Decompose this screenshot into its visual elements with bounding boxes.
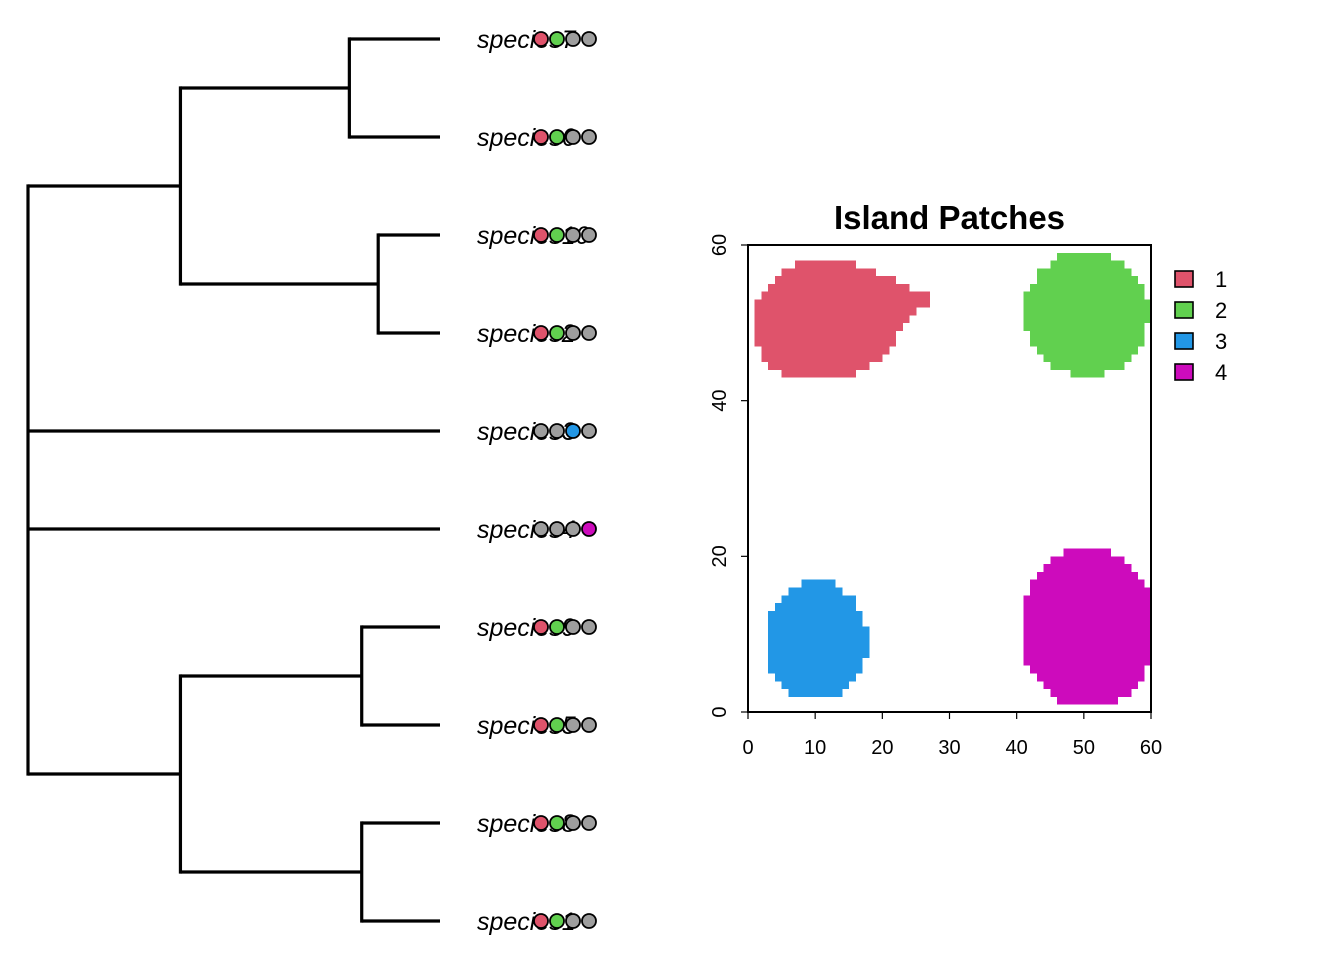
x-tick-label: 10 [804,737,826,759]
tip-species8: species8 [477,810,597,838]
presence-dot-4 [581,913,597,929]
x-tick-label: 20 [871,737,893,759]
legend-swatch [1174,301,1194,319]
presence-dot-3 [565,815,581,831]
presence-dot-4 [581,815,597,831]
presence-dot-1 [533,521,549,537]
tip-labels: species7 species6 species10 species2 species… [477,26,597,936]
presence-dot-4 [581,227,597,243]
y-tick-label: 0 [709,706,731,717]
island-patches-map: Island Patches 0 10 20 30 40 50 60 0 20 40 60 1 2 3 4 [709,199,1227,759]
x-tick-label: 40 [1006,737,1028,759]
legend-entry-4: 4 [1174,360,1227,385]
presence-dot-2 [549,913,565,929]
presence-dot-1 [533,717,549,733]
x-tick-label: 0 [742,737,753,759]
presence-dot-3 [565,325,581,341]
presence-dot-4 [581,31,597,47]
patch-3 [768,579,870,697]
presence-dot-4 [581,423,597,439]
x-tick-label: 30 [938,737,960,759]
legend-entry-1: 1 [1174,267,1227,292]
presence-dot-1 [533,913,549,929]
tip-species2: species2 [477,320,597,348]
presence-dot-2 [549,423,565,439]
presence-dot-3 [565,227,581,243]
tip-species10: species10 [477,222,597,250]
presence-dot-4 [581,619,597,635]
legend-swatch [1174,270,1194,288]
presence-dot-2 [549,129,565,145]
presence-dot-3 [565,619,581,635]
presence-dot-3 [565,521,581,537]
presence-dot-4 [581,717,597,733]
tip-species1: species1 [477,908,597,936]
patch-4 [1023,548,1151,705]
y-tick-label: 40 [709,390,731,412]
presence-dot-4 [581,129,597,145]
tip-species6: species6 [477,124,597,152]
presence-dot-3 [565,913,581,929]
y-tick-label: 20 [709,545,731,567]
tip-species9: species9 [477,614,597,642]
presence-dot-1 [533,815,549,831]
presence-dot-2 [549,31,565,47]
presence-dot-2 [549,717,565,733]
map-axes: 0 10 20 30 40 50 60 0 20 40 60 [709,234,1162,759]
phylogenetic-tree [26,37,440,923]
presence-dot-1 [533,227,549,243]
presence-dot-2 [549,521,565,537]
legend-entry-3: 3 [1174,329,1227,354]
legend-entry-2: 2 [1174,298,1227,323]
presence-dot-3 [565,31,581,47]
legend-label: 4 [1215,360,1227,385]
x-tick-label: 50 [1073,737,1095,759]
legend-label: 1 [1215,267,1227,292]
tip-species7: species7 [477,26,597,54]
legend-label: 3 [1215,329,1227,354]
presence-dot-4 [581,325,597,341]
presence-dot-1 [533,31,549,47]
presence-dot-2 [549,815,565,831]
tip-species4: species4 [477,516,597,544]
patch-legend: 1 2 3 4 [1174,267,1227,385]
x-tick-label: 60 [1140,737,1162,759]
legend-swatch [1174,332,1194,350]
presence-dot-1 [533,423,549,439]
legend-label: 2 [1215,298,1227,323]
presence-dot-2 [549,227,565,243]
presence-dot-2 [549,619,565,635]
presence-dot-3 [565,423,581,439]
patch-2 [1023,252,1151,378]
presence-dot-2 [549,325,565,341]
y-tick-label: 60 [709,234,731,256]
legend-swatch [1174,363,1194,381]
presence-dot-3 [565,129,581,145]
presence-dot-3 [565,717,581,733]
presence-dot-1 [533,619,549,635]
patch-1 [754,260,930,378]
presence-dot-1 [533,129,549,145]
presence-dot-1 [533,325,549,341]
map-title: Island Patches [834,199,1065,236]
tip-species5: species5 [477,712,597,740]
presence-dot-4 [581,521,597,537]
patch-layer [754,252,1151,705]
tip-species3: species3 [477,418,597,446]
